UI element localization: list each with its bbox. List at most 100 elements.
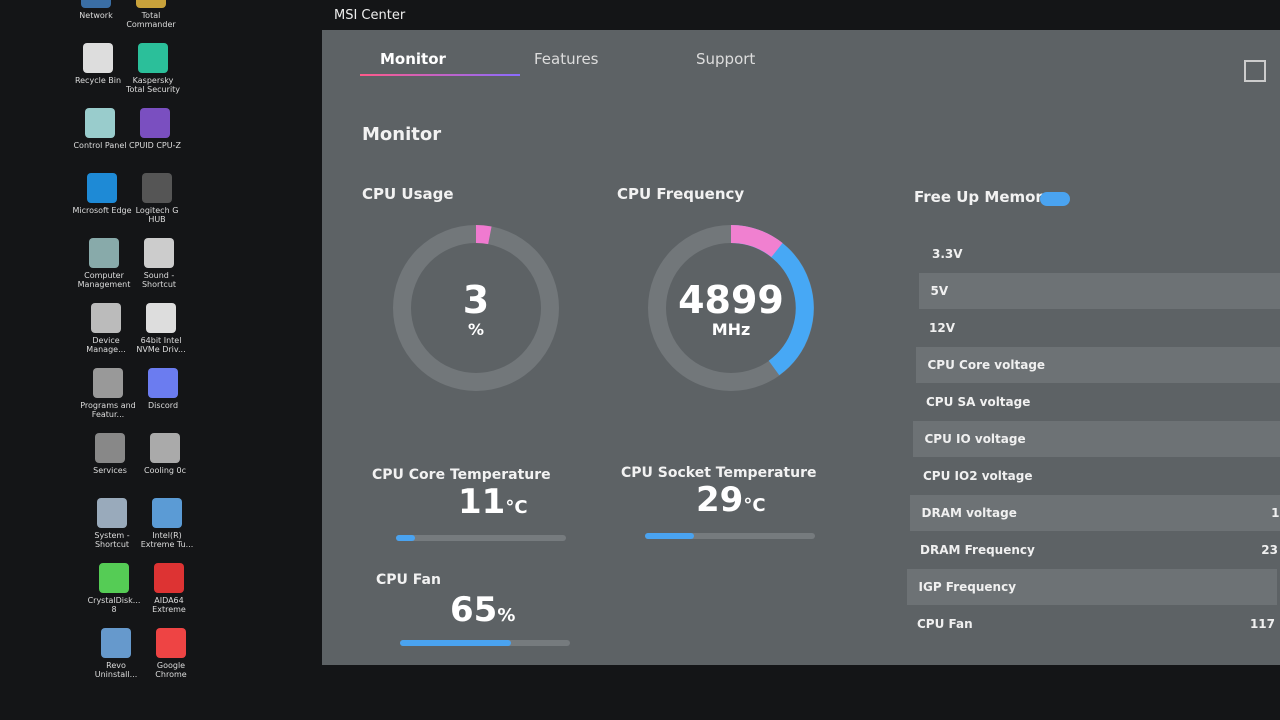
desktop-icon[interactable]: CrystalDisk... 8: [84, 563, 144, 614]
desktop-icon[interactable]: Sound - Shortcut: [129, 238, 189, 289]
desktop-icon[interactable]: Intel(R) Extreme Tu...: [137, 498, 197, 549]
reading-label: CPU Core voltage: [927, 358, 1046, 372]
tab[interactable]: Features: [534, 50, 599, 68]
metric-label: CPU Socket Temperature: [621, 465, 817, 481]
reading-label: 12V: [929, 321, 955, 335]
desktop-icon[interactable]: AIDA64 Extreme: [139, 563, 199, 614]
icon-glyph: [144, 238, 174, 268]
tab[interactable]: Support: [696, 50, 756, 68]
desktop-icon[interactable]: 64bit Intel NVMe Driv...: [131, 303, 191, 354]
desktop-icon[interactable]: Total Commander: [121, 0, 181, 29]
icon-label: Total Commander: [126, 11, 176, 29]
icon-label: Discord: [147, 401, 179, 410]
metric-label: CPU Fan: [376, 572, 441, 588]
gauges: [393, 224, 814, 391]
icon-label: AIDA64 Extreme: [152, 596, 186, 614]
icon-glyph: [99, 563, 129, 593]
icon-glyph: [101, 628, 131, 658]
icon-glyph: [150, 433, 180, 463]
gauge-unit: MHz: [711, 320, 751, 339]
desktop-icon[interactable]: Discord: [133, 368, 193, 410]
metric-value: 11°C: [458, 482, 528, 522]
desktop-icon[interactable]: CPUID CPU-Z: [125, 108, 185, 150]
icon-glyph: [89, 238, 119, 268]
desktop-icon[interactable]: Revo Uninstall...: [86, 628, 146, 679]
gauge-label: CPU Usage: [362, 185, 454, 203]
desktop-icon[interactable]: Cooling 0c: [135, 433, 195, 475]
desktop-icon[interactable]: Microsoft Edge: [72, 173, 132, 215]
icon-label: Logitech G HUB: [135, 206, 179, 224]
metric-number: 29: [696, 480, 744, 520]
section-title: Monitor: [362, 124, 442, 145]
icon-label: System - Shortcut: [94, 531, 130, 549]
icon-label: Kaspersky Total Security: [125, 76, 181, 94]
icon-glyph: [81, 0, 111, 8]
frequency-arc-head: [730, 224, 783, 258]
metric-value: 29°C: [696, 480, 766, 520]
progress-fill: [396, 535, 415, 541]
reading-row: DRAM voltage 1: [909, 495, 1280, 531]
icon-glyph: [97, 498, 127, 528]
reading-label: 5V: [930, 284, 949, 298]
icon-glyph: [142, 173, 172, 203]
reading-row: IGP Frequency: [906, 569, 1277, 605]
free-up-memory[interactable]: Free Up Memory: [914, 188, 1053, 206]
free-up-toggle[interactable]: [1040, 192, 1070, 206]
reading-row: CPU IO voltage: [912, 421, 1280, 457]
desktop-icon[interactable]: Services: [80, 433, 140, 475]
progress-track: [645, 533, 815, 539]
icon-glyph: [87, 173, 117, 203]
desktop-icon[interactable]: Google Chrome: [141, 628, 201, 679]
icon-glyph: [140, 108, 170, 138]
desktop-icon[interactable]: System - Shortcut: [82, 498, 142, 549]
desktop-icon[interactable]: Network: [66, 0, 126, 20]
icon-glyph: [95, 433, 125, 463]
gauge-label: CPU Frequency: [617, 185, 745, 203]
desktop-icon[interactable]: Logitech G HUB: [127, 173, 187, 224]
metric-number: 65: [450, 590, 498, 630]
tab[interactable]: Monitor: [380, 50, 446, 68]
window-title: MSI Center: [334, 8, 406, 23]
icon-label: Cooling 0c: [144, 466, 186, 475]
icon-label: Intel(R) Extreme Tu...: [140, 531, 194, 549]
icon-glyph: [83, 43, 113, 73]
icon-label: Services: [93, 466, 127, 475]
icon-glyph: [136, 0, 166, 8]
progress-fill: [400, 640, 511, 646]
reading-value: 117: [1249, 617, 1275, 631]
metric-label: CPU Core Temperature: [372, 467, 551, 483]
reading-row: DRAM Frequency 23: [908, 532, 1278, 568]
reading-label: DRAM Frequency: [920, 543, 1035, 557]
icon-label: CPUID CPU-Z: [129, 141, 181, 150]
usage-arc: [393, 225, 559, 391]
gauge-value: 3: [462, 278, 490, 322]
desktop-icon[interactable]: Device Manage...: [76, 303, 136, 354]
icon-glyph: [138, 43, 168, 73]
progress-fill: [645, 533, 695, 539]
reading-label: 3.3V: [932, 247, 963, 261]
metric-unit: °C: [743, 495, 766, 516]
desktop-icon[interactable]: Kaspersky Total Security: [123, 43, 183, 94]
desktop-icon[interactable]: Control Panel: [70, 108, 130, 150]
layout-button[interactable]: [1244, 60, 1266, 82]
desktop-icon[interactable]: Recycle Bin: [68, 43, 128, 85]
reading-row: 3.3V: [920, 236, 1280, 272]
icon-glyph: [91, 303, 121, 333]
desktop-icon[interactable]: Programs and Featur...: [78, 368, 138, 419]
progress-track: [400, 640, 570, 646]
reading-value: 1: [1271, 506, 1280, 520]
icon-glyph: [85, 108, 115, 138]
metric-value: 65%: [450, 590, 515, 630]
reading-label: IGP Frequency: [918, 580, 1017, 594]
icon-glyph: [154, 563, 184, 593]
desktop-icon[interactable]: Computer Management: [74, 238, 134, 289]
reading-label: CPU IO2 voltage: [923, 469, 1033, 483]
icon-label: Microsoft Edge: [72, 206, 132, 215]
reading-row: CPU Fan 117: [905, 606, 1275, 642]
reading-row: 5V: [918, 273, 1280, 309]
reading-row: CPU Core voltage: [915, 347, 1280, 383]
reading-row: CPU SA voltage: [914, 384, 1280, 420]
icon-glyph: [93, 368, 123, 398]
icon-label: Sound - Shortcut: [141, 271, 177, 289]
